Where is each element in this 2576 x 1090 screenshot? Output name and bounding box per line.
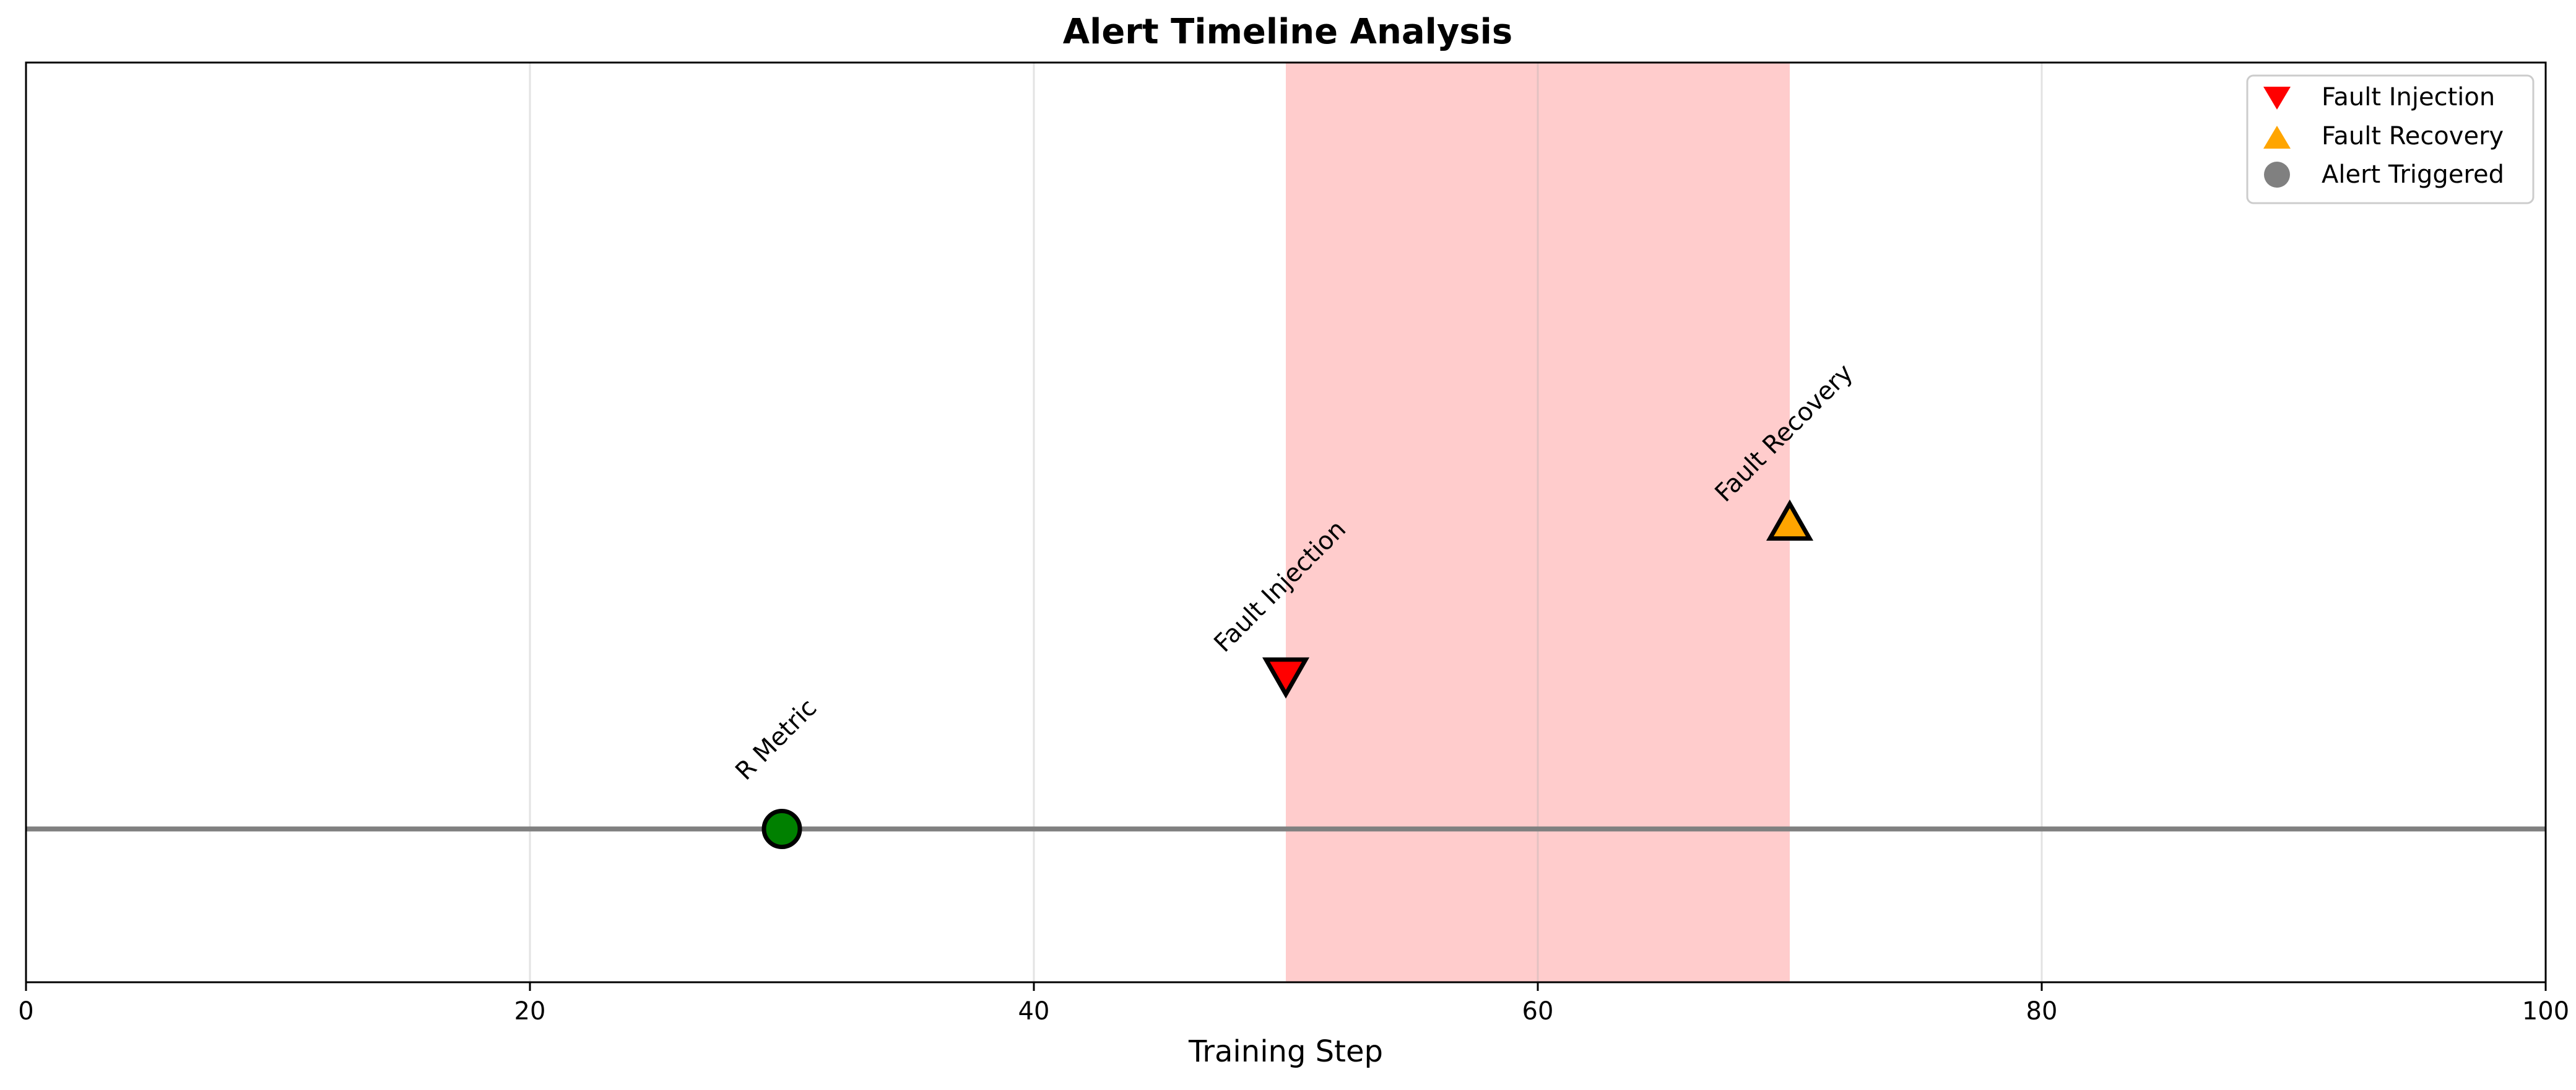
chart-title: Alert Timeline Analysis: [1063, 12, 1512, 52]
x-tick-label-20: 20: [514, 997, 546, 1026]
x-tick-label-0: 0: [18, 997, 33, 1026]
legend-fault-recovery-marker-icon: [2263, 126, 2291, 149]
x-tick-label-100: 100: [2522, 997, 2569, 1026]
x-axis-label: Training Step: [1188, 1034, 1383, 1069]
x-tick-label-40: 40: [1018, 997, 1050, 1026]
legend-fault-recovery-label: Fault Recovery: [2322, 122, 2504, 150]
legend: Fault Injection Fault Recovery Alert Tri…: [2246, 74, 2535, 204]
x-tick-label-60: 60: [1522, 997, 1554, 1026]
legend-fault-injection-label: Fault Injection: [2322, 83, 2495, 111]
x-tick-label-80: 80: [2026, 997, 2058, 1026]
event-marker-fault-injection: [1262, 657, 1310, 699]
legend-fault-injection-marker-icon: [2263, 87, 2291, 110]
legend-box: [2246, 74, 2535, 204]
axes-frame: [25, 61, 2547, 983]
legend-alert-triggered-label: Alert Triggered: [2322, 160, 2504, 189]
legend-alert-triggered-marker-icon: [2264, 162, 2290, 188]
event-marker-fault-recovery: [1766, 499, 1814, 541]
event-marker-r-metric: [761, 809, 802, 849]
